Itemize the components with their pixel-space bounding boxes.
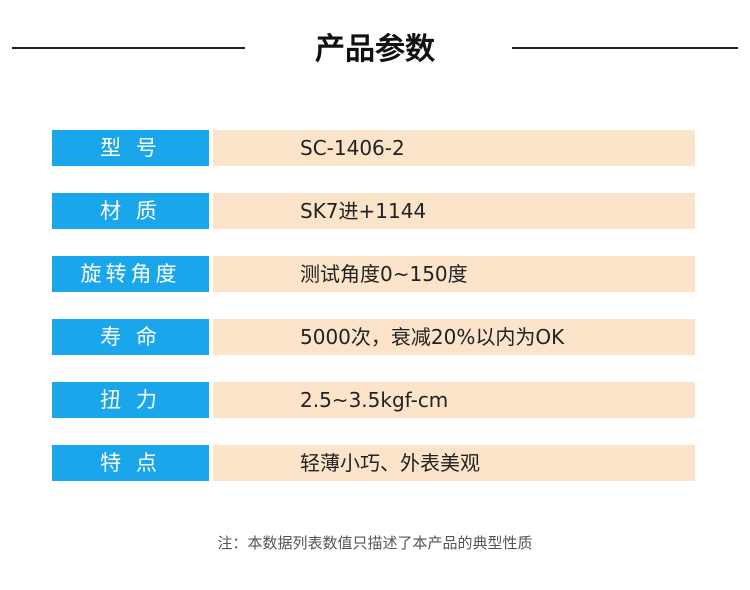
title: 产品参数: [315, 32, 435, 67]
table-row: 特 点轻薄小巧、外表美观: [52, 445, 695, 481]
param-value: SC-1406-2: [213, 130, 695, 166]
param-value: SK7进+1144: [213, 193, 695, 229]
param-label: 旋转角度: [52, 256, 209, 292]
table-row: 旋转角度 测试角度0~150度: [52, 256, 695, 292]
table-row: 型 号 SC-1406-2: [52, 130, 695, 166]
param-label: 材 质: [52, 193, 209, 229]
table-row: 扭 力 2.5~3.5kgf-cm: [52, 382, 695, 418]
param-label: 寿 命: [52, 319, 209, 355]
param-value: 轻薄小巧、外表美观: [213, 445, 695, 481]
rule: [12, 47, 245, 49]
param-value: 测试角度0~150度: [213, 256, 695, 292]
rule: [512, 47, 738, 49]
note: 注：本数据列表数值只描述了本产品的典型性质: [217, 534, 533, 552]
param-value: 2.5~3.5kgf-cm: [213, 382, 695, 418]
param-value: 5000次，衰减20%以内为OK: [213, 319, 695, 355]
table-row: 材 质 SK7进+1144: [52, 193, 695, 229]
param-label: 特 点: [52, 445, 209, 481]
param-label: 型 号: [52, 130, 209, 166]
table-row: 寿 命 5000次，衰减20%以内为OK: [52, 319, 695, 355]
param-label: 扭 力: [52, 382, 209, 418]
